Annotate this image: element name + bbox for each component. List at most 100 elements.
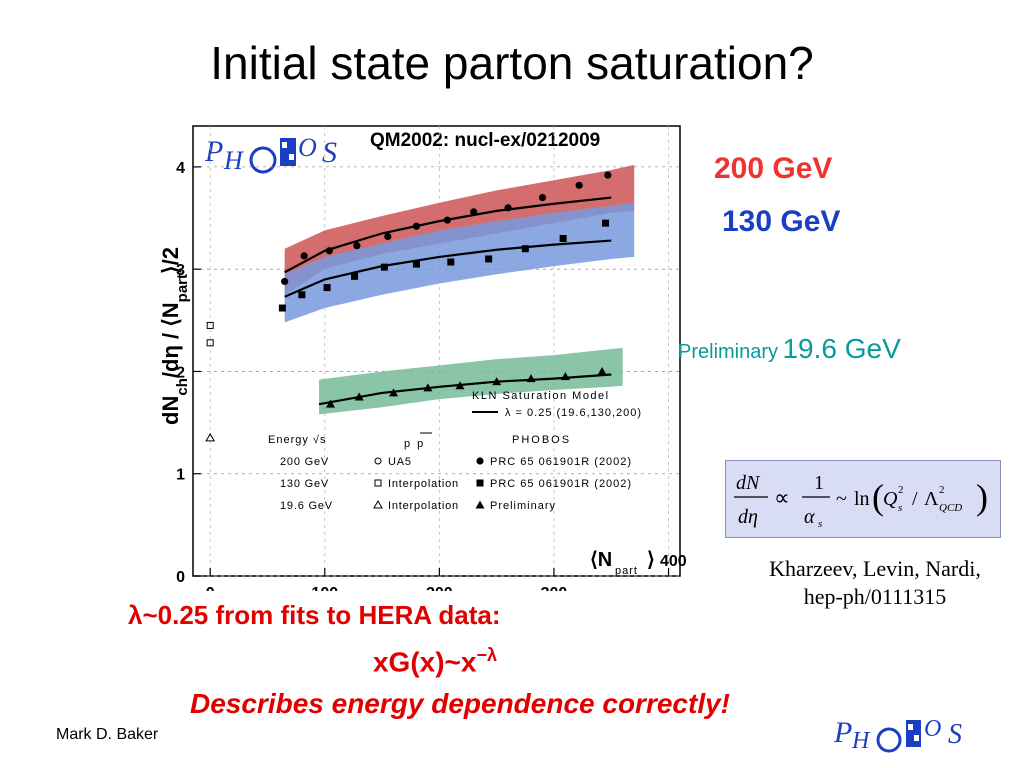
table-pp-source: UA5: [388, 456, 412, 468]
svg-text:part: part: [615, 565, 638, 577]
svg-text:/: /: [912, 488, 918, 510]
point-19-6-gev: [526, 374, 536, 383]
point-pp: [205, 432, 216, 442]
y-tick-label: 0: [176, 569, 185, 586]
label-130-gev: 130 GeV: [722, 205, 841, 238]
author-name: Mark D. Baker: [56, 726, 159, 743]
point-130-gev: [298, 291, 306, 299]
kln-formula: dN dη ∝ 1 α s ~ ln ( Q 2 s / Λ 2 QCD ): [725, 460, 1001, 538]
svg-text:P: P: [833, 716, 852, 749]
table-pp-source: Interpolation: [388, 478, 459, 490]
table-pp-marker: [374, 457, 382, 465]
y-tick-label: 2: [176, 364, 185, 381]
plot-reference: QM2002: nucl-ex/0212009: [370, 130, 600, 151]
table-phobos-marker: [475, 500, 485, 509]
y-tick-label: 3: [176, 262, 185, 279]
energy-table: Energy √s p p PHOBOS 200 GeV UA5 PRC 65 06190…: [268, 432, 631, 512]
svg-text:∝: ∝: [774, 485, 790, 510]
point-130-gev: [323, 284, 331, 292]
reference-authors: Kharzeev, Levin, Nardi,: [769, 556, 981, 581]
svg-text:s: s: [818, 518, 822, 530]
label-200-gev: 200 GeV: [714, 152, 833, 185]
phobos-plot: P H O S QM2002: nucl-ex/0212009 0 1 2 3 4 0 1…: [158, 125, 687, 591]
svg-text:O: O: [298, 133, 317, 162]
point-200-gev: [470, 208, 478, 216]
svg-text:P: P: [204, 135, 223, 168]
point-19-6-gev: [455, 381, 465, 390]
table-energy: 19.6 GeV: [280, 500, 333, 512]
point-pp: [206, 321, 214, 329]
point-200-gev: [604, 171, 612, 179]
point-19-6-gev: [423, 383, 433, 392]
point-200-gev: [412, 222, 421, 230]
curve-200-gev: [284, 196, 612, 274]
table-pp-marker: [374, 479, 382, 487]
band-130-gev: [284, 202, 635, 323]
svg-text:ln: ln: [854, 488, 870, 510]
x-axis-label: ⟨N part ⟩: [590, 549, 655, 577]
point-200-gev: [575, 181, 583, 189]
point-19-6-gev: [492, 377, 502, 386]
point-200-gev: [353, 242, 361, 250]
point-130-gev: [485, 255, 493, 263]
y-axis-label: dNch/dη / ⟨Npart⟩/2: [158, 247, 191, 425]
table-pp-source: Interpolation: [388, 500, 459, 512]
svg-text:H: H: [223, 146, 244, 175]
point-200-gev: [325, 247, 333, 255]
svg-text:s: s: [898, 502, 902, 514]
svg-text:KLN Saturation Model: KLN Saturation Model: [472, 390, 610, 402]
svg-text:(: (: [872, 477, 884, 517]
y-tick-label: 1: [176, 467, 185, 484]
svg-text:2: 2: [898, 484, 904, 496]
point-130-gev: [447, 258, 455, 266]
table-energy: 200 GeV: [280, 456, 329, 468]
svg-text:): ): [976, 477, 988, 517]
svg-text:α: α: [804, 506, 815, 528]
data-points: [205, 171, 612, 442]
y-tick-label: 4: [176, 160, 185, 177]
point-130-gev: [278, 304, 286, 312]
point-19-6-gev: [389, 388, 399, 397]
point-200-gev: [443, 216, 451, 224]
point-130-gev: [559, 235, 567, 242]
point-200-gev: [504, 204, 512, 212]
svg-text:Λ: Λ: [924, 488, 939, 510]
svg-text:1: 1: [814, 472, 824, 494]
uncertainty-bands: [284, 164, 635, 415]
table-energy: 130 GeV: [280, 478, 329, 490]
svg-text:O: O: [924, 716, 941, 742]
point-19-6-gev: [597, 366, 607, 375]
point-200-gev: [300, 252, 308, 260]
conclusion-note: Describes energy dependence correctly!: [189, 688, 730, 719]
phobos-logo-icon: P H O S: [833, 716, 962, 754]
curve-130-gev: [284, 239, 612, 298]
svg-text:Q: Q: [883, 488, 898, 510]
svg-text:⟨N: ⟨N: [590, 549, 612, 571]
point-19-6-gev: [560, 372, 570, 381]
slide-title: Initial state parton saturation?: [210, 37, 814, 89]
model-legend: KLN Saturation Model λ = 0.25 (19.6,130,…: [472, 390, 641, 419]
phobos-logo-icon: P H O S: [204, 133, 337, 175]
point-200-gev: [281, 277, 289, 286]
svg-text:⟩: ⟩: [647, 549, 655, 571]
gridlines: [193, 126, 680, 577]
point-130-gev: [380, 263, 388, 271]
point-19-6-gev: [354, 392, 364, 401]
svg-text:dη: dη: [738, 506, 758, 528]
table-header-energy: Energy √s: [268, 434, 326, 446]
xg-formula: xG(x)~x: [372, 646, 477, 678]
gluon-distribution-note: xG(x)~x−λ: [0, 645, 870, 678]
table-phobos-source: Preliminary: [490, 500, 556, 512]
y-axis-ticks: 0 1 2 3 4: [176, 160, 201, 586]
point-130-gev: [602, 219, 610, 227]
lambda-fit-note: λ~0.25 from fits to HERA data:: [128, 600, 501, 630]
reference-arxiv: hep-ph/0111315: [803, 584, 947, 609]
band-19-6-gev: [319, 347, 623, 415]
x-tick-label: 300: [541, 585, 568, 591]
table-pp-marker: [373, 499, 383, 509]
point-pp: [206, 339, 214, 347]
table-phobos-marker: [476, 479, 484, 487]
svg-text:~: ~: [836, 488, 847, 510]
point-19-6-gev: [326, 399, 336, 408]
point-200-gev: [384, 232, 392, 241]
